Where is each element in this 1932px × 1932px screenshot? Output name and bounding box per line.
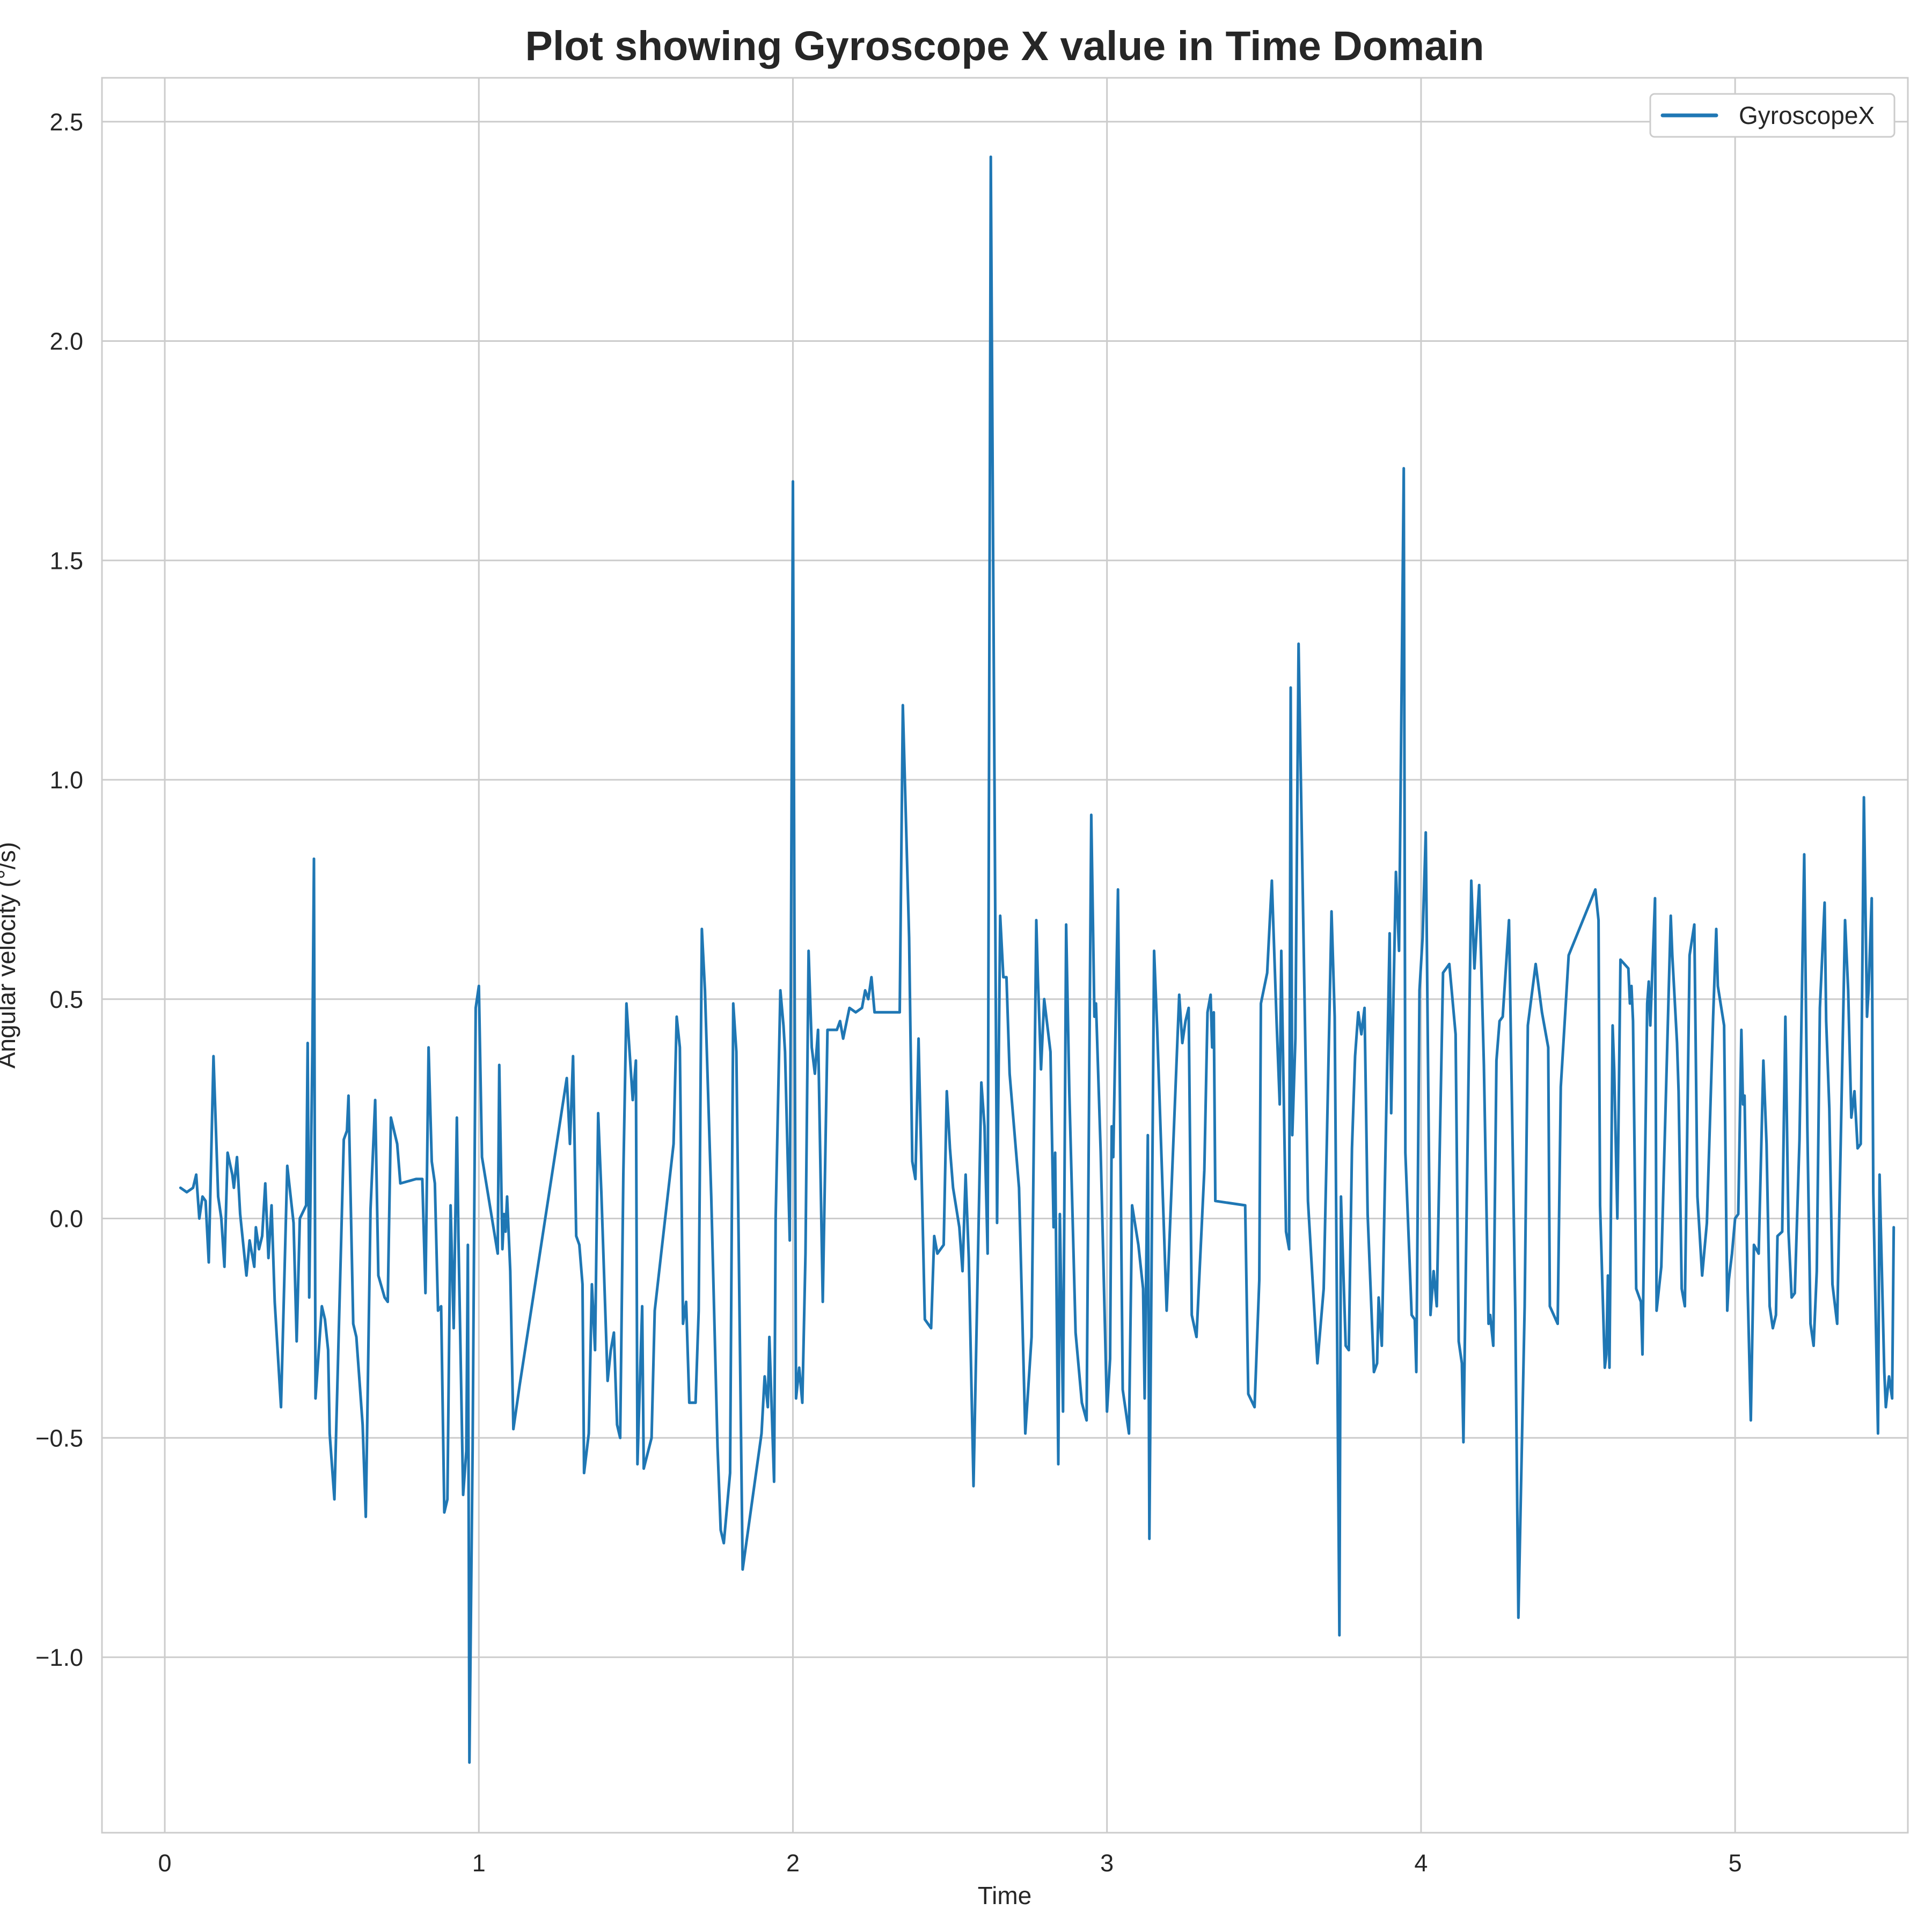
legend-label-gyroscopex: GyroscopeX: [1739, 101, 1875, 129]
grid-lines: [102, 78, 1908, 1833]
y-axis-label: Angular velocity (°/s): [0, 842, 20, 1069]
x-tick-label: 2: [786, 1849, 800, 1877]
y-tick-label: 1.0: [49, 766, 83, 794]
y-tick-label: 1.5: [49, 547, 83, 574]
x-tick-label: 1: [472, 1849, 486, 1877]
x-tick-labels: 0 1 2 3 4 5: [158, 1849, 1742, 1877]
data-series-layer: [179, 155, 1896, 1764]
x-axis-label: Time: [978, 1882, 1032, 1909]
x-tick-label: 3: [1100, 1849, 1114, 1877]
y-tick-label: −1.0: [35, 1644, 83, 1671]
legend-box: [1649, 93, 1896, 138]
y-tick-label: 2.5: [49, 108, 83, 136]
series-line-gyroscopex: [179, 155, 1896, 1764]
y-tick-label: 0.5: [49, 986, 83, 1013]
y-tick-label: 0.0: [49, 1205, 83, 1233]
x-tick-label: 5: [1729, 1849, 1742, 1877]
plot-area: [102, 78, 1908, 1833]
y-tick-label: −0.5: [35, 1424, 83, 1452]
chart-title: Plot showing Gyroscope X value in Time D…: [525, 23, 1484, 69]
y-tick-labels: −1.0 −0.5 0.0 0.5 1.0 1.5 2.0 2.5: [35, 108, 83, 1671]
x-tick-label: 4: [1414, 1849, 1428, 1877]
plot-frame: [101, 77, 1909, 1834]
legend: GyroscopeX: [1649, 93, 1896, 138]
x-tick-label: 0: [158, 1849, 172, 1877]
y-tick-label: 2.0: [49, 328, 83, 355]
